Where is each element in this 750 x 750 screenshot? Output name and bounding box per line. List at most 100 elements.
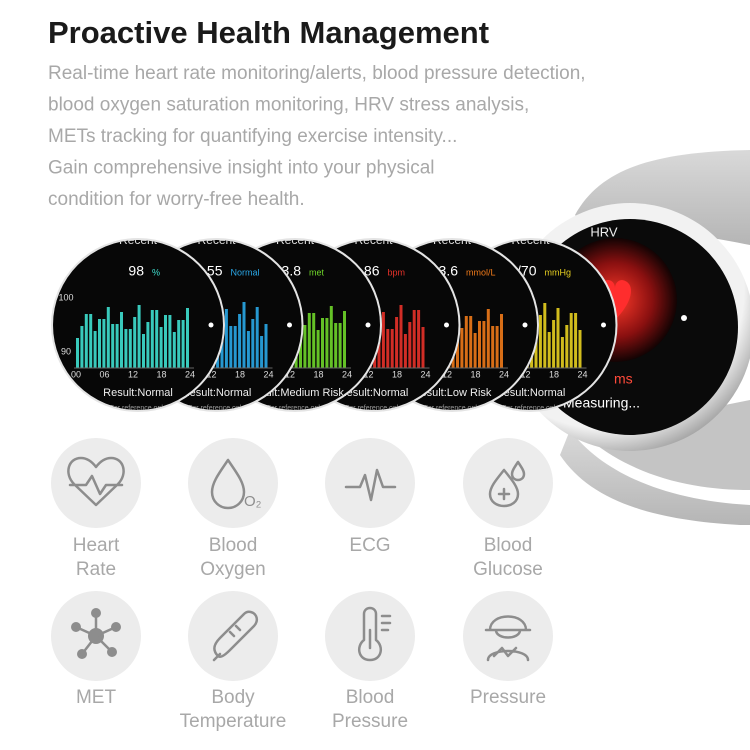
page-dot xyxy=(444,322,449,328)
chart-bar xyxy=(238,314,242,368)
blood-pressure-icon xyxy=(357,606,392,662)
heart-rate-icon xyxy=(67,456,125,507)
x-axis-label: 06 xyxy=(99,369,109,379)
x-axis-label: 24 xyxy=(185,369,195,379)
chart-bar xyxy=(246,331,250,368)
chart-bar xyxy=(412,310,416,368)
chart-bar xyxy=(111,324,115,368)
chart-bar xyxy=(251,319,255,368)
chart-bar xyxy=(381,312,385,368)
chart-bar xyxy=(460,328,464,368)
chart-bar xyxy=(124,329,128,368)
chart-bar xyxy=(560,337,564,368)
page-dot xyxy=(365,322,371,328)
chart-bar xyxy=(569,313,573,368)
chart-bar xyxy=(98,319,101,368)
screen-unit: mmHg xyxy=(545,267,572,277)
x-axis-label: 12 xyxy=(520,369,530,379)
screen-content: Recent 98 % 100 90 00 06 12 18 24 Result:Normal For… xyxy=(58,240,214,410)
chart-bar xyxy=(464,316,468,368)
description-line: blood oxygen saturation monitoring, HRV … xyxy=(48,95,529,116)
screen-result: Result:Normal xyxy=(496,387,566,399)
chart-bar xyxy=(574,313,578,368)
chart-bar xyxy=(417,310,421,368)
chart-bar xyxy=(146,322,150,368)
chart-bar xyxy=(495,326,499,368)
chart-bar xyxy=(538,315,542,368)
chart-bar xyxy=(150,310,154,368)
chart-bar xyxy=(260,336,264,368)
feature-label: MET xyxy=(76,687,117,708)
chart-bar xyxy=(338,323,342,368)
feature-label: Heart xyxy=(73,535,120,556)
chart-bar xyxy=(120,312,123,368)
description-line: condition for worry-free health. xyxy=(48,189,305,210)
screen-label: Recent xyxy=(511,233,550,247)
pressure-icon xyxy=(484,615,532,662)
screen-note: For reference only xyxy=(345,405,402,412)
description-line: METs tracking for quantifying exercise i… xyxy=(48,126,457,147)
screen-note: For reference only xyxy=(502,405,559,412)
chart-bar xyxy=(142,334,145,368)
feature-label: Blood xyxy=(346,687,395,708)
x-axis-label: 18 xyxy=(235,369,245,379)
chart-bar xyxy=(478,321,481,368)
page-dot xyxy=(522,322,528,328)
x-axis-label: 18 xyxy=(156,369,166,379)
chart-bar xyxy=(500,314,503,368)
feature-icons: O₂ xyxy=(51,438,553,681)
y-axis-label: 100 xyxy=(58,292,73,302)
feature-label: Blood xyxy=(484,535,533,556)
page-dot xyxy=(601,322,606,328)
o2-glyph: O₂ xyxy=(244,493,262,510)
chart-bar xyxy=(155,310,159,368)
chart-bar xyxy=(115,324,119,368)
chart-bar xyxy=(164,315,167,368)
chart-bar xyxy=(403,334,407,368)
x-axis-label: 12 xyxy=(285,369,295,379)
chart-bar xyxy=(395,317,399,368)
feature-label: ECG xyxy=(349,535,390,556)
feature-label: Rate xyxy=(76,559,116,580)
screen-result: Result:Normal xyxy=(339,387,409,399)
chart-bar xyxy=(159,327,163,368)
feature-label: Glucose xyxy=(473,559,543,580)
description-line: Gain comprehensive insight into your phy… xyxy=(48,158,435,179)
blood-oxygen-icon xyxy=(210,458,246,510)
y-axis-label: 90 xyxy=(61,346,71,356)
x-axis-label: 12 xyxy=(442,369,452,379)
chart-bar xyxy=(482,321,486,368)
chart-bar xyxy=(102,319,106,368)
description: Real-time heart rate monitoring/alerts, … xyxy=(48,63,586,210)
chart-bar xyxy=(255,307,259,368)
page-dot xyxy=(287,322,292,328)
chart-bar xyxy=(128,329,132,368)
chart-bar xyxy=(556,308,560,368)
x-axis-label: 24 xyxy=(499,369,509,379)
chart-bar xyxy=(312,313,316,368)
chart-bar xyxy=(76,338,79,368)
feature-label: Temperature xyxy=(180,711,287,732)
screen-label: Recent xyxy=(354,233,393,247)
icon-bg xyxy=(188,438,278,528)
x-axis-label: 12 xyxy=(363,369,373,379)
chart-bar xyxy=(390,329,394,368)
watch-unit: ms xyxy=(614,371,633,387)
chart-bar xyxy=(137,305,141,368)
watch-label: HRV xyxy=(590,224,618,239)
screen-note: For reference only xyxy=(188,405,245,412)
screen-unit: met xyxy=(309,267,325,277)
ecg-icon xyxy=(344,468,397,502)
screen-unit: mmol/L xyxy=(466,267,496,277)
feature-label: Body xyxy=(211,687,255,708)
chart-bar xyxy=(325,318,329,368)
chart-bar xyxy=(93,331,97,368)
chart-bar xyxy=(84,314,88,368)
x-axis-label: 00 xyxy=(71,369,81,379)
chart-bar xyxy=(224,309,228,368)
screen-unit: Normal xyxy=(231,267,260,277)
screen-label: Recent xyxy=(433,233,472,247)
screen-note: For reference only xyxy=(424,405,481,412)
body-temperature-icon xyxy=(212,610,259,662)
chart-bar xyxy=(343,311,346,368)
